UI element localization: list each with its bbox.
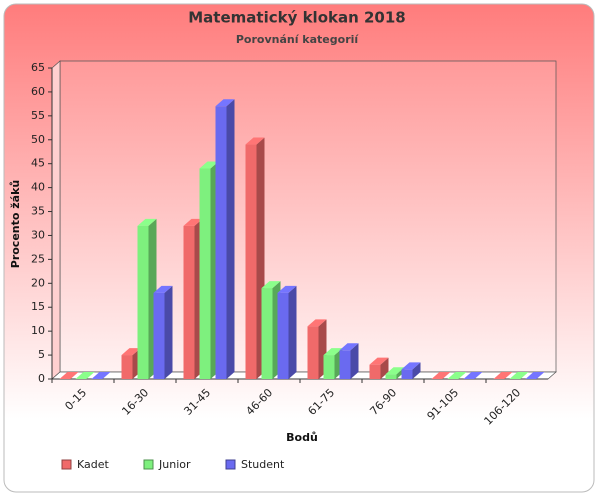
- bar: [385, 374, 397, 379]
- y-tick-label: 45: [31, 157, 45, 170]
- bar-top: [245, 137, 265, 145]
- bar-top: [121, 348, 141, 356]
- back-wall: [59, 60, 557, 373]
- y-tick-label: 50: [31, 133, 45, 146]
- y-tick-label: 5: [38, 348, 45, 361]
- bar: [339, 350, 351, 379]
- bar-top: [75, 372, 95, 379]
- bar: [183, 225, 195, 379]
- bar-top: [215, 99, 235, 107]
- legend-label: Kadet: [77, 458, 110, 471]
- bar: [277, 292, 289, 379]
- bar: [121, 355, 133, 379]
- y-tick-label: 35: [31, 205, 45, 218]
- y-tick-label: 30: [31, 228, 45, 241]
- bar-top: [369, 357, 389, 365]
- bar-top: [525, 372, 545, 379]
- bar-top: [463, 372, 483, 379]
- bar-top: [137, 218, 157, 226]
- x-axis-title: Bodů: [286, 431, 318, 444]
- bar-top: [277, 285, 297, 293]
- bar: [401, 369, 413, 379]
- bar-side: [226, 99, 235, 380]
- bar-top: [385, 367, 405, 375]
- legend-swatch: [143, 459, 154, 470]
- bar-top: [323, 348, 343, 356]
- bar-top: [153, 285, 173, 293]
- bar-top: [401, 362, 421, 370]
- y-tick-label: 55: [31, 109, 45, 122]
- y-tick-label: 65: [31, 61, 45, 74]
- bar-top: [493, 372, 513, 379]
- bar: [369, 364, 381, 379]
- y-tick-label: 25: [31, 252, 45, 265]
- y-tick-label: 60: [31, 85, 45, 98]
- y-tick-label: 20: [31, 276, 45, 289]
- legend-label: Student: [241, 458, 285, 471]
- bar-top: [199, 161, 219, 169]
- bar-top: [307, 319, 327, 327]
- y-axis-title: Procento žáků: [9, 180, 22, 268]
- bar-top: [431, 372, 451, 379]
- bar: [245, 144, 257, 379]
- bar-top: [183, 218, 203, 226]
- bar: [199, 168, 211, 379]
- bar-top: [447, 372, 467, 379]
- bar-side: [350, 343, 359, 379]
- bar: [153, 292, 165, 379]
- bar-top: [509, 372, 529, 379]
- y-tick-label: 0: [38, 372, 45, 385]
- side-wall: [51, 60, 61, 380]
- legend-swatch: [61, 459, 72, 470]
- bar-top: [261, 281, 281, 289]
- y-tick-label: 15: [31, 300, 45, 313]
- bar-top: [91, 372, 111, 379]
- bar: [215, 106, 227, 380]
- legend-label: Junior: [158, 458, 191, 471]
- bar-side: [164, 285, 173, 379]
- bar: [307, 326, 319, 379]
- bar: [137, 225, 149, 379]
- chart-title: Matematický klokan 2018: [188, 9, 406, 27]
- y-tick-label: 40: [31, 181, 45, 194]
- bar-top: [339, 343, 359, 351]
- y-tick-label: 10: [31, 324, 45, 337]
- bar-side: [288, 285, 297, 379]
- bar-top: [59, 372, 79, 379]
- chart-subtitle: Porovnání kategorií: [236, 33, 360, 46]
- bar: [261, 288, 273, 379]
- bar: [323, 355, 335, 379]
- bar-side: [412, 362, 421, 379]
- legend-swatch: [225, 459, 236, 470]
